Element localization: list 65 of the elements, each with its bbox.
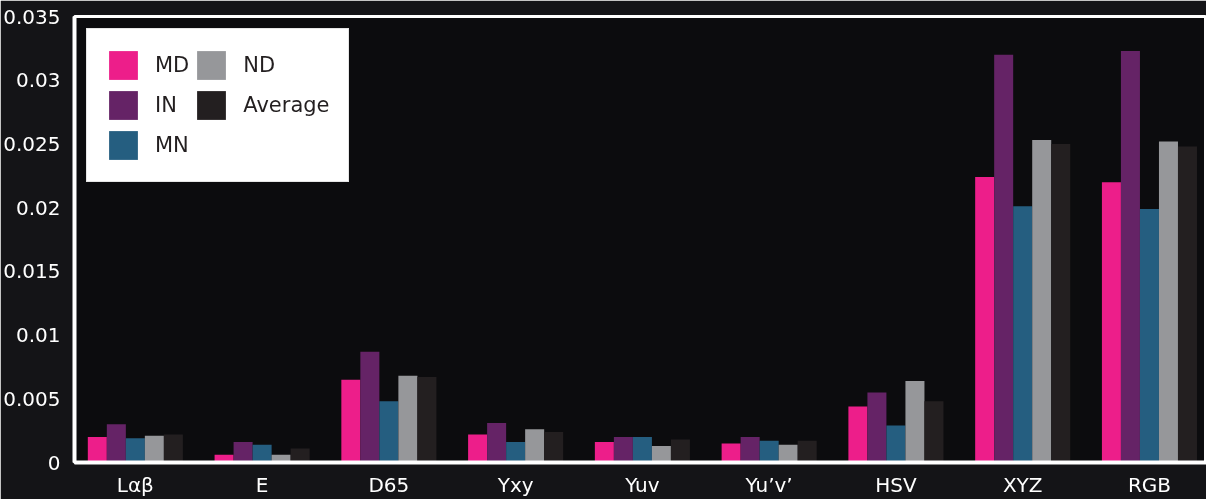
- legend-label: Average: [243, 93, 330, 117]
- x-tick-label: Yxy: [496, 472, 534, 497]
- bar: [1158, 141, 1178, 463]
- bar: [144, 435, 164, 463]
- bar: [233, 442, 253, 463]
- y-tick-label: 0.01: [15, 323, 61, 348]
- bar: [125, 438, 145, 463]
- bar: [252, 444, 272, 463]
- bar: [721, 443, 741, 463]
- bar: [360, 351, 380, 463]
- bar: [487, 423, 507, 463]
- bar: [994, 54, 1014, 463]
- bar: [398, 375, 418, 463]
- x-tick-label: E: [255, 472, 269, 497]
- y-tick-label: 0.035: [3, 4, 61, 29]
- x-tick-label: HSV: [875, 472, 917, 497]
- y-tick-label: 0.015: [3, 259, 61, 284]
- bar: [525, 429, 545, 463]
- bar: [613, 437, 633, 463]
- bar: [1120, 50, 1140, 463]
- bar: [886, 425, 906, 463]
- bar: [670, 439, 690, 463]
- bar: [1101, 182, 1121, 463]
- bar: [651, 445, 671, 463]
- x-tick-label: XYZ: [1002, 472, 1043, 497]
- bar: [594, 442, 614, 463]
- bar: [867, 392, 887, 463]
- bar: [1051, 143, 1071, 463]
- bar: [759, 440, 779, 463]
- bar: [632, 437, 652, 463]
- bar: [87, 437, 107, 463]
- bar: [924, 401, 944, 463]
- bar: [506, 442, 526, 463]
- x-tick-label: Yuv: [624, 472, 660, 497]
- bar: [417, 377, 437, 463]
- bar: [1032, 140, 1052, 463]
- legend-label: MN: [155, 133, 189, 157]
- bar: [975, 177, 995, 463]
- legend-label: IN: [155, 93, 177, 117]
- bar: [1013, 206, 1033, 463]
- bar: [848, 406, 868, 463]
- legend-label: ND: [243, 53, 276, 77]
- x-tick-label: Lαβ: [116, 472, 154, 497]
- x-tick-label: RGB: [1127, 472, 1172, 497]
- y-tick-label: 0: [47, 450, 61, 475]
- x-tick-label: D65: [368, 472, 410, 497]
- bar: [468, 434, 488, 463]
- bar: [341, 379, 361, 463]
- bar: [1177, 146, 1197, 463]
- y-tick-label: 0.025: [3, 131, 61, 156]
- legend-label: MD: [155, 53, 190, 77]
- bar: [290, 448, 310, 463]
- bar: [163, 434, 183, 463]
- x-tick-label: Yu’v’: [744, 472, 793, 497]
- bar: [106, 424, 126, 463]
- bar: [379, 401, 399, 463]
- bar: [905, 380, 925, 463]
- y-tick-label: 0.005: [3, 386, 61, 411]
- bar: [544, 431, 564, 463]
- y-tick-label: 0.02: [15, 195, 61, 220]
- bar: [740, 437, 760, 463]
- y-tick-label: 0.03: [15, 68, 61, 93]
- bar: [797, 440, 817, 463]
- bar: [778, 444, 798, 463]
- bar: [1139, 208, 1159, 463]
